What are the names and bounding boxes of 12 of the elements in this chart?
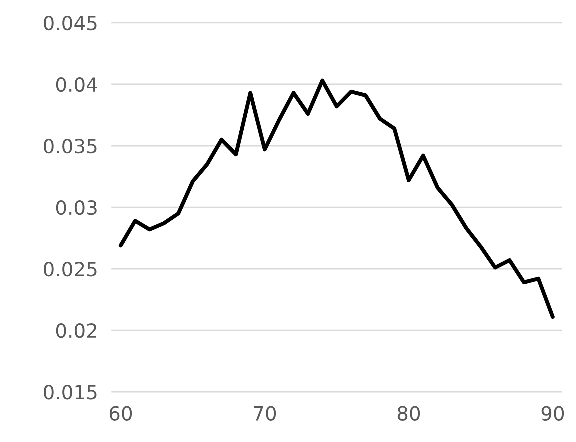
y-tick-label: 0.035	[44, 138, 97, 154]
y-tick-label: 0.015	[44, 385, 97, 400]
x-tick-label: 70	[254, 406, 276, 421]
y-tick-label: 0.02	[56, 324, 96, 338]
line-series	[119, 78, 555, 319]
y-tick-label: 0.03	[56, 200, 97, 216]
x-tick-label: 90	[542, 406, 564, 421]
y-tick-label: 0.025	[44, 262, 97, 277]
x-tick-label: 80	[398, 406, 420, 421]
y-tick-label: 0.045	[44, 16, 97, 31]
y-tick-label: 0.04	[56, 77, 98, 92]
x-tick-label: 60	[110, 406, 132, 421]
